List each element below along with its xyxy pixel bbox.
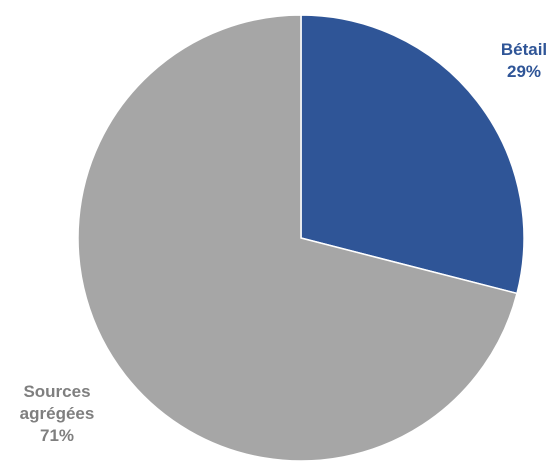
pie-slice-2	[77, 14, 518, 462]
slice-label-1-line-1: Bétail	[501, 40, 547, 59]
pie-slice-1	[300, 14, 525, 295]
slice-label-1-line-2: 29%	[507, 62, 541, 81]
slice-label-2-line-1: Sources	[23, 382, 90, 401]
slice-label-1: Bétail 29%	[501, 40, 547, 81]
slice-label-2: Sources agrégées 71%	[20, 382, 95, 445]
pie-slices	[77, 14, 525, 462]
pie-labels: Bétail 29% Sources agrégées 71%	[20, 40, 547, 445]
slice-label-2-line-2: agrégées	[20, 404, 95, 423]
slice-label-2-line-3: 71%	[40, 426, 74, 445]
